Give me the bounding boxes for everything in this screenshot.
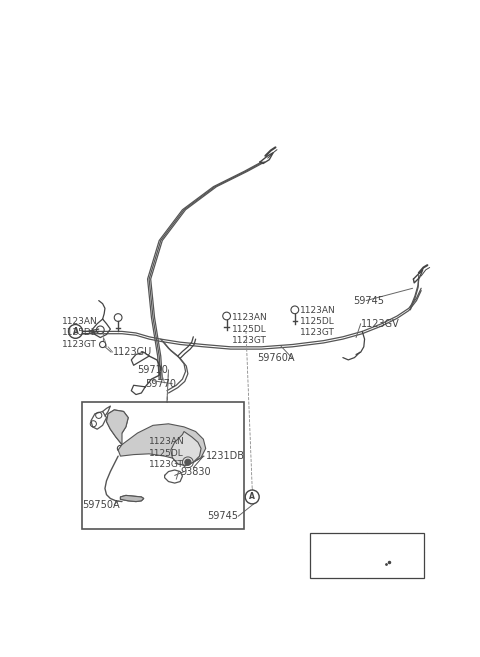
Text: A: A [72, 327, 78, 336]
Text: 1123AN
1125DL
1123GT: 1123AN 1125DL 1123GT [61, 317, 97, 349]
Text: 1123GV: 1123GV [360, 319, 399, 328]
Text: A: A [249, 493, 255, 501]
Circle shape [245, 490, 259, 504]
Text: 1123AN
1125DL
1123GT: 1123AN 1125DL 1123GT [232, 313, 268, 345]
Text: 1123AN
1125DL
1123GT: 1123AN 1125DL 1123GT [300, 306, 336, 337]
Polygon shape [118, 424, 206, 463]
Polygon shape [107, 410, 128, 445]
Text: 59760A: 59760A [258, 353, 295, 363]
Polygon shape [171, 432, 201, 465]
Text: 1338BA: 1338BA [314, 539, 352, 550]
Text: 59770: 59770 [145, 378, 176, 389]
Text: 1123AN
1125DL
1123GT: 1123AN 1125DL 1123GT [149, 438, 185, 468]
Polygon shape [120, 495, 144, 501]
Bar [82, 402, 244, 530]
Bar [310, 533, 424, 578]
Text: 1123GU: 1123GU [113, 347, 152, 357]
Text: 1338BB: 1338BB [368, 539, 406, 550]
Circle shape [185, 459, 191, 465]
Text: 59745: 59745 [207, 511, 238, 521]
Text: 59710: 59710 [137, 365, 168, 375]
Circle shape [69, 325, 83, 338]
Text: 1231DB: 1231DB [206, 451, 245, 461]
Text: 93830: 93830 [180, 466, 211, 476]
Text: 59750A: 59750A [82, 500, 120, 510]
Text: 59745: 59745 [353, 296, 384, 306]
